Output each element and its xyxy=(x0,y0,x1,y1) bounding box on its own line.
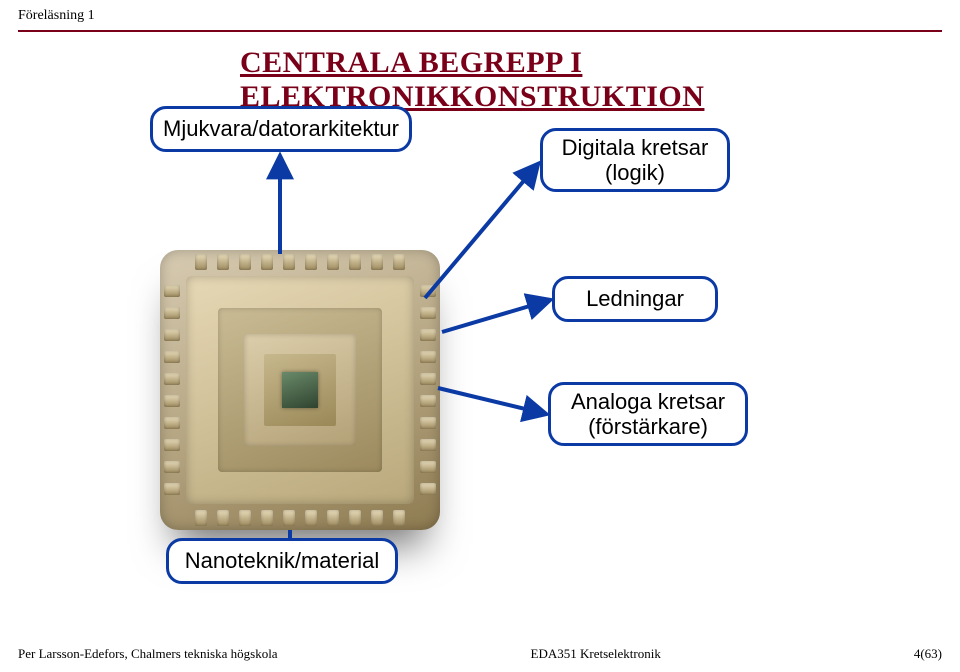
footer-center: EDA351 Kretselektronik xyxy=(531,646,661,662)
diagram-area: Mjukvara/datorarkitektur Digitala kretsa… xyxy=(0,100,960,632)
box-digital: Digitala kretsar(logik) xyxy=(540,128,730,192)
box-nano: Nanoteknik/material xyxy=(166,538,398,584)
header-rule xyxy=(18,30,942,32)
footer: Per Larsson-Edefors, Chalmers tekniska h… xyxy=(18,646,942,662)
arrows-layer xyxy=(0,100,960,640)
lecture-label: Föreläsning 1 xyxy=(18,8,95,24)
box-wires: Ledningar xyxy=(552,276,718,322)
footer-left: Per Larsson-Edefors, Chalmers tekniska h… xyxy=(18,646,278,662)
box-software: Mjukvara/datorarkitektur xyxy=(150,106,412,152)
footer-right: 4(63) xyxy=(914,646,942,662)
box-analog: Analoga kretsar(förstärkare) xyxy=(548,382,748,446)
